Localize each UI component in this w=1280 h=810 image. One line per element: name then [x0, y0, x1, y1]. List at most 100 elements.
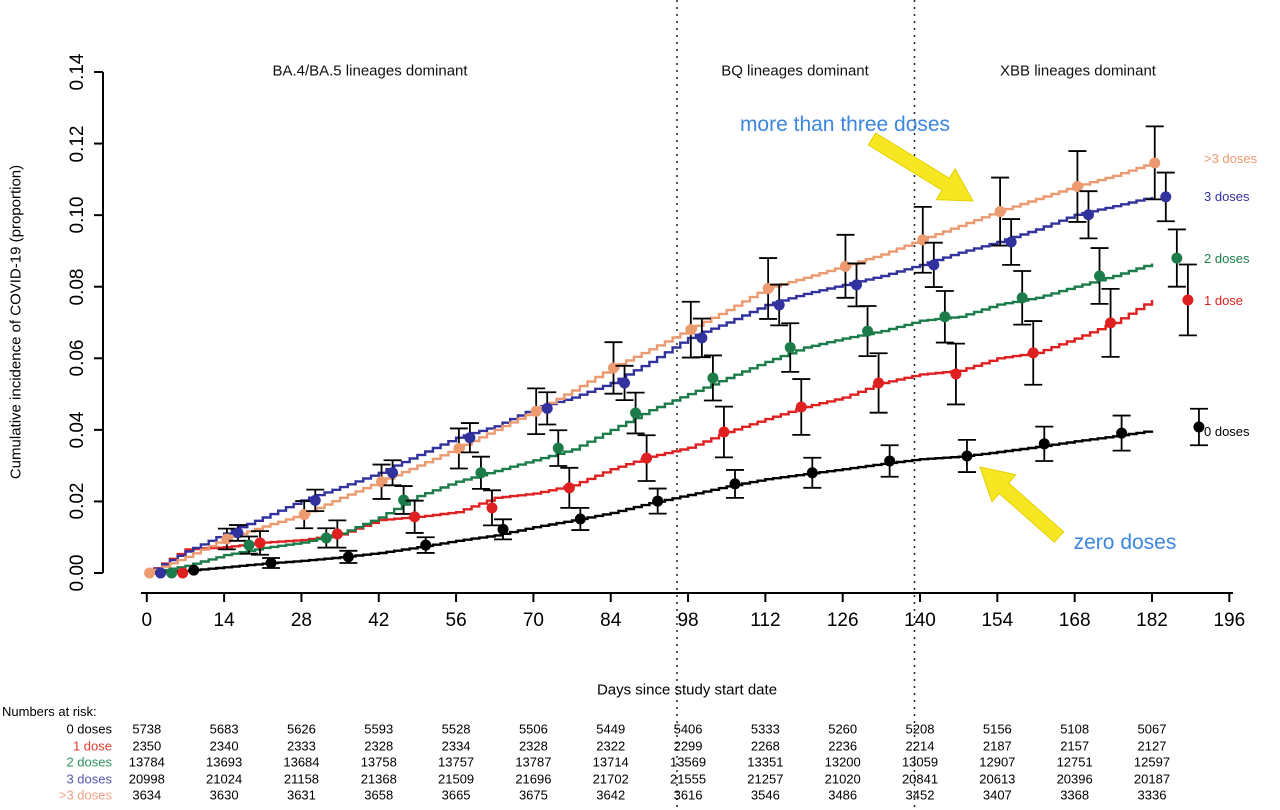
- point-marker-more_than_3_doses: [1071, 181, 1083, 193]
- arrow-more-than-three-doses: [867, 132, 974, 202]
- risk-row-label-0-doses: 0 doses: [66, 721, 112, 737]
- point-marker-2_doses: [320, 532, 332, 544]
- risk-value: 3616: [673, 787, 703, 803]
- point-marker-0_doses: [729, 478, 741, 490]
- point-marker-1_dose: [718, 426, 730, 438]
- dominance-label-ba4-ba5: BA.4/BA.5 lineages dominant: [272, 62, 468, 80]
- x-tick-label-28: 28: [290, 610, 313, 631]
- risk-value: 2333: [286, 738, 316, 754]
- point-marker-1_dose: [1182, 294, 1194, 306]
- point-marker-2_doses: [862, 325, 874, 337]
- x-tick-label-14: 14: [213, 610, 235, 631]
- x-tick-label-168: 168: [1058, 610, 1091, 631]
- risk-value: 5449: [596, 721, 626, 737]
- point-marker-more_than_3_doses: [530, 405, 542, 417]
- point-marker-3_doses: [928, 259, 940, 271]
- point-marker-2_doses: [552, 442, 564, 454]
- point-marker-2_doses: [166, 567, 178, 579]
- risk-value: 21696: [515, 771, 552, 787]
- point-marker-1_dose: [486, 502, 498, 514]
- point-marker-0_doses: [1193, 421, 1205, 433]
- risk-value: 3630: [209, 787, 239, 803]
- risk-value: 20187: [1133, 771, 1171, 787]
- risk-value: 13200: [824, 754, 861, 770]
- risk-value: 2340: [209, 738, 239, 754]
- risk-value: 3486: [828, 787, 858, 803]
- risk-value: 2214: [905, 738, 935, 754]
- risk-value: 5528: [441, 721, 471, 737]
- point-marker-1_dose: [641, 452, 653, 464]
- point-marker-0_doses: [884, 455, 896, 467]
- risk-value: 13059: [901, 754, 939, 770]
- point-marker-3_doses: [1160, 191, 1172, 203]
- x-tick-label-0: 0: [141, 610, 153, 631]
- risk-value: 5156: [982, 721, 1012, 737]
- curve-0_doses: [146, 430, 1154, 575]
- point-marker-0_doses: [1038, 438, 1050, 450]
- point-marker-3_doses: [1005, 236, 1017, 248]
- point-marker-more_than_3_doses: [994, 206, 1006, 218]
- risk-value: 21509: [438, 771, 475, 787]
- risk-value: 5208: [905, 721, 935, 737]
- point-marker-0_doses: [265, 557, 277, 569]
- point-marker-0_doses: [342, 551, 354, 563]
- x-tick-label-98: 98: [677, 610, 699, 631]
- risk-value: 3336: [1137, 787, 1167, 803]
- point-marker-1_dose: [873, 377, 885, 389]
- point-marker-3_doses: [155, 567, 167, 579]
- point-marker-3_doses: [619, 377, 631, 389]
- x-tick-label-42: 42: [368, 610, 390, 631]
- point-marker-3_doses: [541, 402, 553, 414]
- x-tick-label-126: 126: [826, 610, 859, 631]
- point-marker-0_doses: [497, 523, 509, 535]
- point-marker-3_doses: [773, 299, 785, 311]
- risk-value: 20396: [1056, 771, 1093, 787]
- y-tick-label-0.02: 0.02: [67, 482, 88, 520]
- risk-value: 12907: [979, 754, 1016, 770]
- risk-value: 2328: [518, 738, 548, 754]
- y-tick-label-0.08: 0.08: [67, 268, 88, 306]
- risk-value: 3665: [441, 787, 471, 803]
- risk-value: 13784: [128, 754, 165, 770]
- annotation-zero-doses: zero doses: [1073, 531, 1177, 554]
- risk-value: 13758: [360, 754, 397, 770]
- point-marker-2_doses: [630, 407, 642, 419]
- risk-value: 2334: [441, 738, 471, 754]
- risk-value: 21020: [824, 771, 861, 787]
- risk-value: 2328: [364, 738, 394, 754]
- point-marker-1_dose: [1027, 347, 1039, 359]
- risk-value: 5067: [1137, 721, 1167, 737]
- x-tick-label-196: 196: [1213, 610, 1246, 631]
- point-marker-3_doses: [696, 332, 708, 344]
- point-marker-2_doses: [939, 311, 951, 323]
- point-marker-3_doses: [309, 494, 321, 506]
- point-marker-more_than_3_doses: [839, 260, 851, 272]
- point-marker-3_doses: [387, 467, 399, 479]
- y-tick-label-0.06: 0.06: [67, 339, 88, 377]
- risk-value: 5626: [286, 721, 316, 737]
- risk-value: 21368: [360, 771, 397, 787]
- point-marker-1_dose: [950, 368, 962, 380]
- point-marker-more_than_3_doses: [221, 533, 233, 545]
- risk-row-label-3-doses: 3 doses: [66, 771, 112, 787]
- x-tick-label-84: 84: [600, 610, 622, 631]
- point-marker-3_doses: [851, 279, 863, 291]
- y-tick-label-0.10: 0.10: [67, 196, 88, 234]
- point-marker-2_doses: [1094, 270, 1106, 282]
- risk-value: 3546: [750, 787, 780, 803]
- risk-value: 2350: [132, 738, 162, 754]
- risk-value: 3368: [1060, 787, 1090, 803]
- numbers-at-risk-title: Numbers at risk:: [2, 704, 97, 719]
- risk-row-label-2-doses: 2 doses: [66, 754, 112, 770]
- point-marker-2_doses: [707, 372, 719, 384]
- risk-value: 21555: [669, 771, 707, 787]
- point-marker-1_dose: [254, 537, 266, 549]
- point-marker-3_doses: [1082, 209, 1094, 221]
- series-label-3-doses: 3 doses: [1204, 189, 1250, 204]
- risk-value: 5406: [673, 721, 703, 737]
- point-marker-2_doses: [243, 539, 255, 551]
- risk-value: 2299: [673, 738, 703, 754]
- risk-value: 5108: [1060, 721, 1090, 737]
- point-marker-1_dose: [563, 482, 575, 494]
- risk-value: 2322: [596, 738, 626, 754]
